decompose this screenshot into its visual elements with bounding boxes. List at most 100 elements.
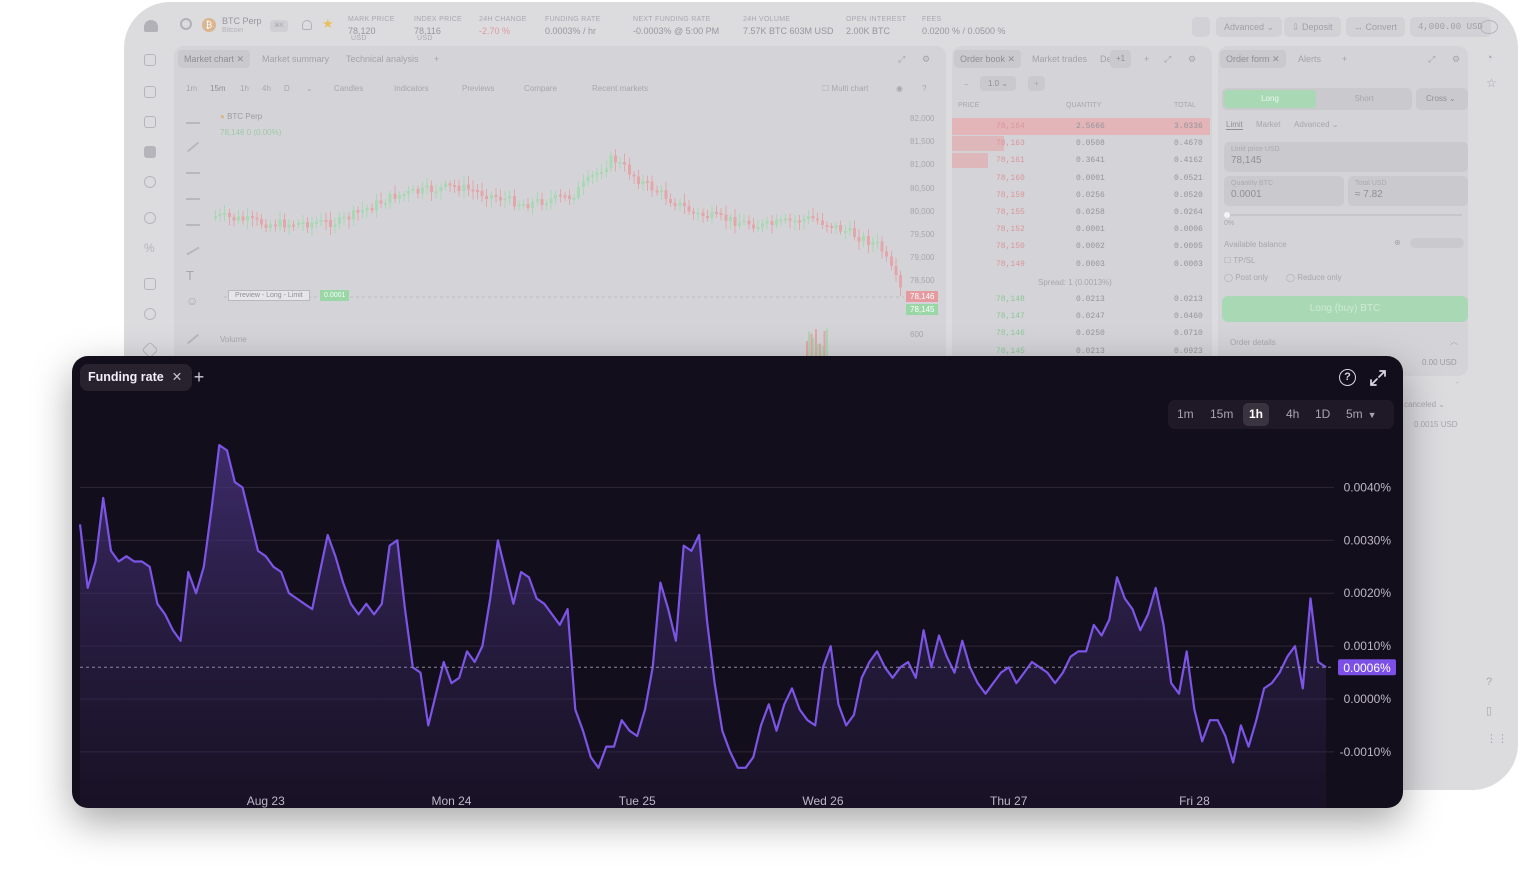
add-funds-icon[interactable]: ⊕ bbox=[1394, 238, 1401, 247]
tab-market[interactable]: Market bbox=[1256, 120, 1281, 129]
expand-icon[interactable]: ⤢ bbox=[1164, 54, 1172, 64]
expand-icon[interactable] bbox=[1369, 369, 1387, 387]
chart-timeframe-0[interactable]: 1m bbox=[186, 84, 198, 93]
tab-limit[interactable]: Limit bbox=[1226, 120, 1243, 130]
home-icon[interactable] bbox=[144, 54, 156, 66]
long-button[interactable]: Long bbox=[1224, 90, 1316, 108]
ask-row[interactable]: 78,152 0.0001 0.0006 bbox=[952, 221, 1210, 238]
crosshair-tool-icon[interactable] bbox=[186, 122, 200, 124]
pattern-tool-icon[interactable] bbox=[186, 198, 200, 200]
favorite-star-icon[interactable]: ★ bbox=[322, 16, 334, 31]
submit-long-button[interactable]: Long (buy) BTC bbox=[1222, 296, 1468, 322]
chart-timeframe-1[interactable]: 15m bbox=[210, 84, 226, 93]
candlestick-chart[interactable] bbox=[174, 46, 946, 376]
emoji-tool-icon[interactable]: ☺ bbox=[186, 294, 199, 308]
search-icon[interactable] bbox=[180, 18, 192, 30]
total-field[interactable]: Total USD ≈ 7.82 bbox=[1348, 176, 1468, 206]
support-icon[interactable]: ? bbox=[1486, 676, 1493, 688]
target-icon[interactable] bbox=[144, 176, 156, 188]
timeframe-1d[interactable]: 1D bbox=[1315, 407, 1331, 421]
tab-truncated[interactable]: De bbox=[1100, 54, 1112, 64]
close-tab-icon[interactable]: ✕ bbox=[171, 370, 183, 384]
pair-selector[interactable]: BTC Perp Bitcoin bbox=[222, 16, 262, 34]
size-slider[interactable] bbox=[1226, 214, 1462, 216]
tab-order-form[interactable]: Order form ✕ bbox=[1220, 50, 1286, 68]
price-step-select[interactable]: 1.0 ⌄ bbox=[980, 76, 1017, 91]
tab-technical-analysis[interactable]: Technical analysis bbox=[346, 54, 419, 64]
chart-tool-0[interactable]: Candles bbox=[334, 84, 364, 93]
add-tab-button[interactable]: + bbox=[1144, 54, 1150, 64]
canceled-select[interactable]: canceled ⌄ bbox=[1404, 400, 1445, 409]
bell-icon[interactable] bbox=[302, 20, 312, 30]
tab-funding-rate[interactable]: Funding rate ✕ bbox=[80, 364, 193, 391]
chart-tool-4[interactable]: Recent markets bbox=[592, 84, 649, 93]
measure-tool-icon[interactable] bbox=[186, 224, 200, 226]
chart-timeframe-more-icon[interactable]: ⌄ bbox=[306, 84, 313, 93]
ask-row[interactable]: 78,159 0.0256 0.0520 bbox=[952, 187, 1210, 204]
ask-row[interactable]: 78,161 0.3641 0.4162 bbox=[952, 152, 1210, 169]
bid-row[interactable]: 78,147 0.0247 0.0460 bbox=[952, 308, 1210, 325]
margin-mode-select[interactable]: Cross ⌄ bbox=[1416, 88, 1468, 110]
docs-book-icon[interactable]: ▯ bbox=[1486, 705, 1493, 717]
fib-tool-icon[interactable] bbox=[186, 172, 200, 174]
limit-price-field[interactable]: Limit price USD 78,145 bbox=[1224, 142, 1468, 172]
chart-tool-1[interactable]: Indicators bbox=[394, 84, 429, 93]
timeframe-15m[interactable]: 15m bbox=[1210, 407, 1234, 421]
interval-dropdown[interactable]: 5m ▼ bbox=[1340, 403, 1383, 426]
settings-icon[interactable]: ⚙ bbox=[1452, 54, 1461, 64]
layout-grid-icon[interactable] bbox=[1192, 17, 1210, 37]
add-tab-button[interactable]: + bbox=[1342, 54, 1348, 64]
bid-row[interactable]: 78,148 0.0213 0.0213 bbox=[952, 291, 1210, 308]
advanced-mode-dropdown[interactable]: Advanced ⌄ bbox=[1216, 17, 1283, 37]
convert-button[interactable]: ↔ Convert bbox=[1346, 17, 1406, 37]
ask-row[interactable]: 78,150 0.0002 0.0005 bbox=[952, 238, 1210, 255]
ask-row[interactable]: 78,160 0.0001 0.0521 bbox=[952, 170, 1210, 187]
tpsl-checkbox[interactable]: ☐ TP/SL bbox=[1224, 256, 1256, 265]
earn-icon[interactable] bbox=[144, 116, 156, 128]
watchlist-star-icon[interactable]: ☆ bbox=[1486, 76, 1497, 90]
tab-market-summary[interactable]: Market summary bbox=[262, 54, 330, 64]
chart-timeframe-2[interactable]: 1h bbox=[240, 84, 249, 93]
help-icon[interactable]: ? bbox=[1339, 369, 1356, 386]
eye-icon[interactable] bbox=[144, 212, 156, 224]
bid-row[interactable]: 78,146 0.0250 0.0710 bbox=[952, 325, 1210, 342]
history-icon[interactable] bbox=[144, 308, 156, 320]
camera-icon[interactable]: ◉ bbox=[896, 84, 903, 93]
apps-grid-icon[interactable]: ⋮⋮ bbox=[1486, 733, 1508, 745]
chart-timeframe-4[interactable]: D bbox=[284, 84, 290, 93]
text-tool-icon[interactable]: T bbox=[186, 268, 194, 283]
tab-market-chart[interactable]: Market chart ✕ bbox=[178, 50, 251, 68]
ask-row[interactable]: 78,149 0.0003 0.0003 bbox=[952, 256, 1210, 273]
bid-row[interactable]: 78,145 0.0213 0.0923 bbox=[952, 343, 1210, 360]
account-balance[interactable]: 4,000.00 USD bbox=[1410, 17, 1491, 37]
preview-order-label[interactable]: Preview - Long - Limit bbox=[228, 290, 310, 301]
chart-timeframe-3[interactable]: 4h bbox=[262, 84, 271, 93]
multi-chart-toggle[interactable]: ☐ Multi chart bbox=[822, 84, 869, 93]
step-increase-button[interactable]: + bbox=[1028, 76, 1045, 91]
funding-rate-chart[interactable]: 0.0040% 0.0030% 0.0020% 0.0010% 0.0000% -0.00… bbox=[72, 356, 1403, 808]
timeframe-1h[interactable]: 1h bbox=[1243, 403, 1270, 426]
collapse-chevron-icon[interactable]: ︿ bbox=[1450, 337, 1458, 346]
trade-icon[interactable] bbox=[144, 86, 156, 98]
short-button[interactable]: Short bbox=[1354, 94, 1374, 103]
chart-tool-2[interactable]: Previews bbox=[462, 84, 495, 93]
timeframe-4h[interactable]: 4h bbox=[1286, 407, 1300, 421]
chart-tool-3[interactable]: Compare bbox=[524, 84, 557, 93]
expand-icon[interactable]: ⤢ bbox=[898, 54, 906, 64]
tab-advanced[interactable]: Advanced ⌄ bbox=[1294, 120, 1339, 129]
add-tab-icon[interactable]: + bbox=[193, 367, 205, 387]
settings-icon[interactable]: ⚙ bbox=[1188, 54, 1197, 64]
reduce-only-checkbox[interactable]: ◯ Reduce only bbox=[1286, 273, 1342, 282]
funding-rate-line[interactable] bbox=[78, 444, 1327, 769]
post-only-checkbox[interactable]: ◯ Post only bbox=[1224, 273, 1269, 282]
expand-icon[interactable]: ⤢ bbox=[1428, 54, 1436, 64]
percent-icon[interactable]: % bbox=[144, 241, 155, 255]
help-icon[interactable]: ? bbox=[922, 84, 927, 93]
tab-order-book[interactable]: Order book ✕ bbox=[954, 50, 1022, 68]
add-tab-button[interactable]: + bbox=[434, 54, 440, 64]
ask-row[interactable]: 78,155 0.0258 0.0264 bbox=[952, 204, 1210, 221]
deposit-button[interactable]: ⇩ Deposit bbox=[1284, 17, 1341, 37]
wallet-icon[interactable] bbox=[144, 278, 156, 290]
order-details-label[interactable]: Order details bbox=[1230, 338, 1276, 347]
timeframe-1m[interactable]: 1m bbox=[1177, 407, 1194, 421]
